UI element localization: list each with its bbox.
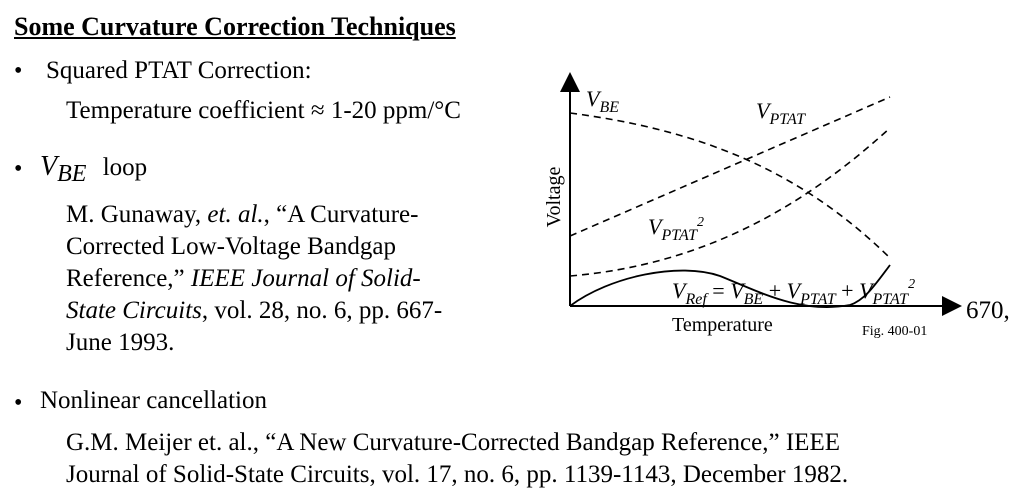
bullet-2: • bbox=[14, 156, 23, 182]
vbe-curve bbox=[569, 112, 891, 259]
bullet-3: • bbox=[14, 390, 23, 416]
item-squared-ptat-label: Squared PTAT Correction: bbox=[46, 57, 312, 84]
y-axis-label: Voltage bbox=[543, 167, 565, 228]
ref-gunaway-line-5: June 1993. bbox=[66, 329, 175, 356]
figure-id: Fig. 400-01 bbox=[862, 324, 927, 339]
ref-meijer-line-2: Journal of Solid-State Circuits, vol. 17… bbox=[66, 461, 849, 488]
vbe-label: VBE bbox=[586, 86, 619, 116]
vref-curve bbox=[569, 264, 891, 308]
vptat2-label: VPTAT2 bbox=[648, 214, 704, 244]
vptat-curve bbox=[569, 96, 891, 237]
vptat-label: VPTAT bbox=[756, 98, 806, 128]
ref-gunaway-line-1: M. Gunaway, et. al., “A Curvature- bbox=[66, 201, 419, 228]
x-axis-label: Temperature bbox=[672, 314, 773, 336]
vref-equation: VRef = VBE + VPTAT + VPTAT2 bbox=[672, 277, 915, 308]
ref-gunaway-line-3: Reference,” IEEE Journal of Solid- bbox=[66, 265, 421, 292]
page-title: Some Curvature Correction Techniques bbox=[14, 12, 456, 41]
item-squared-ptat-detail: Temperature coefficient ≈ 1-20 ppm/°C bbox=[66, 97, 461, 124]
item-vbe-loop-label: VBE loop bbox=[40, 151, 148, 187]
ref-gunaway-pages-end: 670, bbox=[966, 297, 1010, 324]
curvature-figure: Voltage Temperature Fig. 400-01 VBE VPTA… bbox=[543, 72, 962, 339]
ref-meijer-line-1: G.M. Meijer et. al., “A New Curvature-Co… bbox=[66, 429, 840, 456]
ref-gunaway-line-4: State Circuits, vol. 28, no. 6, pp. 667- bbox=[66, 297, 443, 324]
item-nonlinear-label: Nonlinear cancellation bbox=[40, 387, 267, 414]
ref-gunaway-line-2: Corrected Low-Voltage Bandgap bbox=[66, 233, 396, 260]
vptat2-curve bbox=[569, 127, 891, 277]
bullet-1: • bbox=[14, 58, 23, 84]
